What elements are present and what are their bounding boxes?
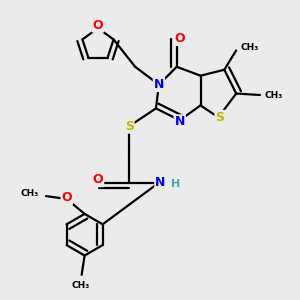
Text: CH₃: CH₃ (264, 91, 283, 100)
Text: O: O (61, 191, 72, 204)
Text: CH₃: CH₃ (71, 281, 89, 290)
Text: CH₃: CH₃ (241, 43, 259, 52)
Text: S: S (125, 120, 134, 133)
Text: O: O (93, 19, 103, 32)
Text: N: N (155, 176, 166, 189)
Text: N: N (175, 115, 185, 128)
Text: S: S (215, 111, 224, 124)
Text: N: N (154, 78, 164, 91)
Text: CH₃: CH₃ (20, 189, 38, 198)
Text: O: O (174, 32, 185, 45)
Text: H: H (171, 179, 180, 189)
Text: O: O (93, 173, 103, 186)
